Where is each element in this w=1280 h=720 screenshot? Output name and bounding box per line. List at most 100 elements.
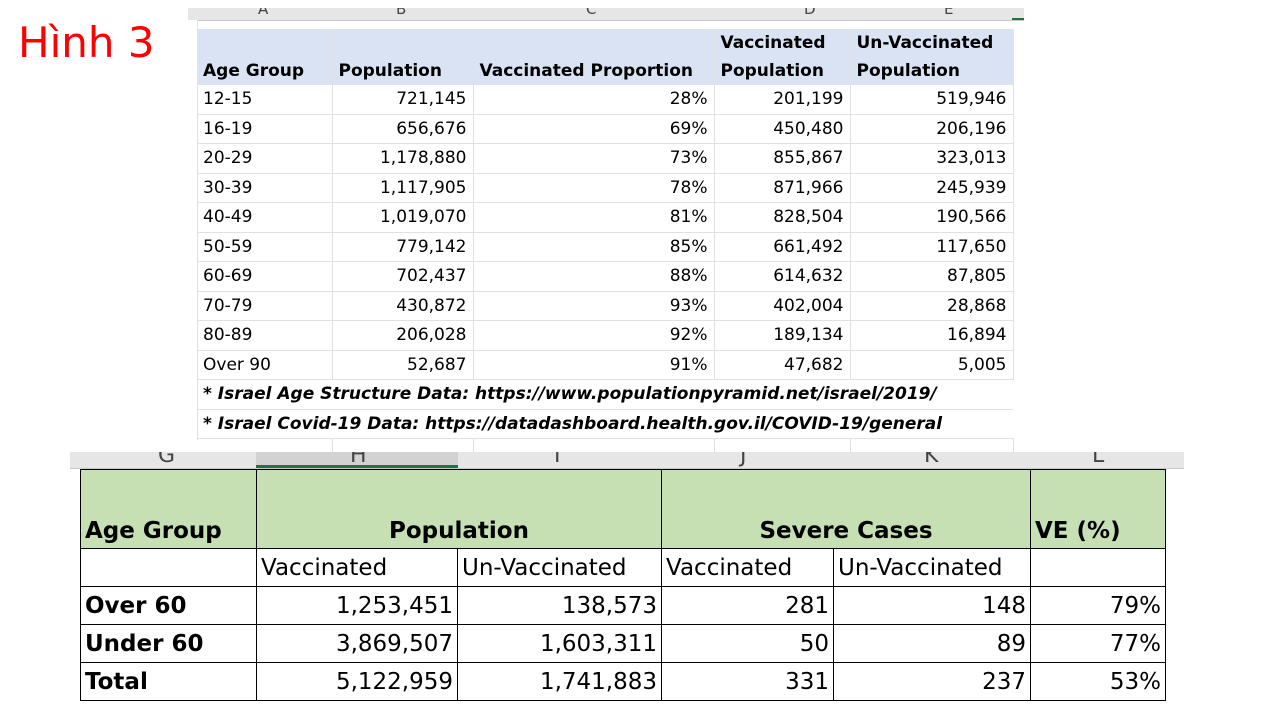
cell[interactable]: 78% — [473, 173, 715, 203]
row-label[interactable]: Total — [80, 662, 257, 701]
cell[interactable]: 79% — [1030, 586, 1166, 625]
cell[interactable]: 3,869,507 — [256, 624, 458, 663]
cell[interactable]: 80-89 — [197, 320, 333, 351]
cell[interactable]: 50-59 — [197, 232, 333, 262]
cell[interactable]: 721,145 — [332, 85, 474, 115]
cell[interactable]: 69% — [473, 114, 715, 144]
header-vaccinated-proportion[interactable]: Vaccinated Proportion — [473, 29, 715, 85]
subheader-severe-vaccinated[interactable]: Vaccinated — [661, 548, 834, 587]
cell[interactable]: 1,178,880 — [332, 143, 474, 174]
row-label[interactable]: Over 60 — [80, 586, 257, 625]
cell[interactable]: 28% — [473, 85, 715, 115]
cell[interactable]: 656,676 — [332, 114, 474, 144]
cell[interactable]: 430,872 — [332, 291, 474, 321]
cell[interactable]: Over 90 — [197, 350, 333, 380]
header-severe-cases[interactable]: Severe Cases — [661, 469, 1031, 549]
cell[interactable]: 138,573 — [457, 586, 662, 625]
cell[interactable]: 331 — [661, 662, 834, 701]
cell[interactable]: 206,028 — [332, 320, 474, 351]
header-vaccinated-population[interactable]: Vaccinated Population — [714, 29, 851, 85]
subheader-pop-vaccinated[interactable]: Vaccinated — [256, 548, 458, 587]
cell[interactable]: 402,004 — [714, 291, 851, 321]
cell[interactable]: 855,867 — [714, 143, 851, 174]
cell[interactable]: 779,142 — [332, 232, 474, 262]
cell[interactable]: 702,437 — [332, 261, 474, 292]
cell[interactable]: 206,196 — [850, 114, 1014, 144]
column-letter[interactable]: A — [258, 8, 269, 18]
cell[interactable]: 85% — [473, 232, 715, 262]
cell[interactable]: 450,480 — [714, 114, 851, 144]
cell[interactable]: 81% — [473, 202, 715, 233]
cell[interactable]: 190,566 — [850, 202, 1014, 233]
header-age-group[interactable]: Age Group — [80, 469, 257, 549]
cell[interactable]: 614,632 — [714, 261, 851, 292]
cell[interactable]: 828,504 — [714, 202, 851, 233]
cell[interactable]: 117,650 — [850, 232, 1014, 262]
cell[interactable]: 16-19 — [197, 114, 333, 144]
column-letter[interactable]: C — [586, 8, 597, 18]
column-letter[interactable]: J — [740, 452, 747, 468]
cell[interactable] — [80, 548, 257, 587]
column-letter[interactable]: G — [158, 452, 176, 468]
row-label[interactable]: Under 60 — [80, 624, 257, 663]
cell[interactable]: 148 — [833, 586, 1031, 625]
cell[interactable]: 16,894 — [850, 320, 1014, 351]
cell[interactable]: 50 — [661, 624, 834, 663]
column-letter[interactable]: K — [924, 452, 939, 468]
cell[interactable]: 73% — [473, 143, 715, 174]
cell[interactable]: 5,122,959 — [256, 662, 458, 701]
selection-accent — [1012, 18, 1024, 20]
header-age-group[interactable]: Age Group — [197, 29, 333, 85]
cell[interactable]: 281 — [661, 586, 834, 625]
column-letter[interactable]: H — [350, 452, 367, 468]
cell[interactable]: 53% — [1030, 662, 1166, 701]
cell[interactable]: 1,603,311 — [457, 624, 662, 663]
age-population-table: Age Group Population Vaccinated Proporti… — [197, 29, 1014, 456]
cell[interactable]: 93% — [473, 291, 715, 321]
slide-title: Hình 3 — [18, 18, 155, 67]
cell[interactable]: 70-79 — [197, 291, 333, 321]
column-letter[interactable]: B — [396, 8, 407, 18]
cell[interactable]: 47,682 — [714, 350, 851, 380]
cell[interactable]: 28,868 — [850, 291, 1014, 321]
cell[interactable]: 91% — [473, 350, 715, 380]
cell[interactable]: 237 — [833, 662, 1031, 701]
subheader-severe-unvaccinated[interactable]: Un-Vaccinated — [833, 548, 1031, 587]
cell[interactable]: 519,946 — [850, 85, 1014, 115]
cell[interactable]: 1,253,451 — [256, 586, 458, 625]
cell[interactable]: 189,134 — [714, 320, 851, 351]
subheader-pop-unvaccinated[interactable]: Un-Vaccinated — [457, 548, 662, 587]
cell[interactable]: 5,005 — [850, 350, 1014, 380]
cell[interactable]: 40-49 — [197, 202, 333, 233]
column-letter[interactable]: L — [1092, 452, 1105, 468]
header-ve[interactable]: VE (%) — [1030, 469, 1166, 549]
blank-row — [197, 438, 1014, 456]
header-population[interactable]: Population — [332, 29, 474, 85]
cell[interactable]: 20-29 — [197, 143, 333, 174]
cell[interactable]: 77% — [1030, 624, 1166, 663]
column-letter[interactable]: D — [804, 8, 816, 18]
cell[interactable]: 92% — [473, 320, 715, 351]
cell[interactable]: 1,019,070 — [332, 202, 474, 233]
cell[interactable]: 89 — [833, 624, 1031, 663]
cell[interactable]: 245,939 — [850, 173, 1014, 203]
cell[interactable]: 1,117,905 — [332, 173, 474, 203]
source-note-covid[interactable]: * Israel Covid-19 Data: https://datadash… — [197, 409, 1013, 439]
column-letter[interactable]: E — [944, 8, 954, 18]
cell[interactable]: 52,687 — [332, 350, 474, 380]
cell[interactable]: 88% — [473, 261, 715, 292]
cell[interactable]: 323,013 — [850, 143, 1014, 174]
cell[interactable]: 60-69 — [197, 261, 333, 292]
column-letter[interactable]: I — [554, 452, 561, 468]
cell[interactable]: 201,199 — [714, 85, 851, 115]
cell[interactable]: 12-15 — [197, 85, 333, 115]
source-note-age-structure[interactable]: * Israel Age Structure Data: https://www… — [197, 379, 1013, 410]
cell[interactable]: 661,492 — [714, 232, 851, 262]
cell[interactable]: 1,741,883 — [457, 662, 662, 701]
cell[interactable]: 87,805 — [850, 261, 1014, 292]
header-population[interactable]: Population — [256, 469, 662, 549]
cell[interactable] — [1030, 548, 1166, 587]
cell[interactable]: 30-39 — [197, 173, 333, 203]
header-unvaccinated-population[interactable]: Un-Vaccinated Population — [850, 29, 1014, 85]
cell[interactable]: 871,966 — [714, 173, 851, 203]
